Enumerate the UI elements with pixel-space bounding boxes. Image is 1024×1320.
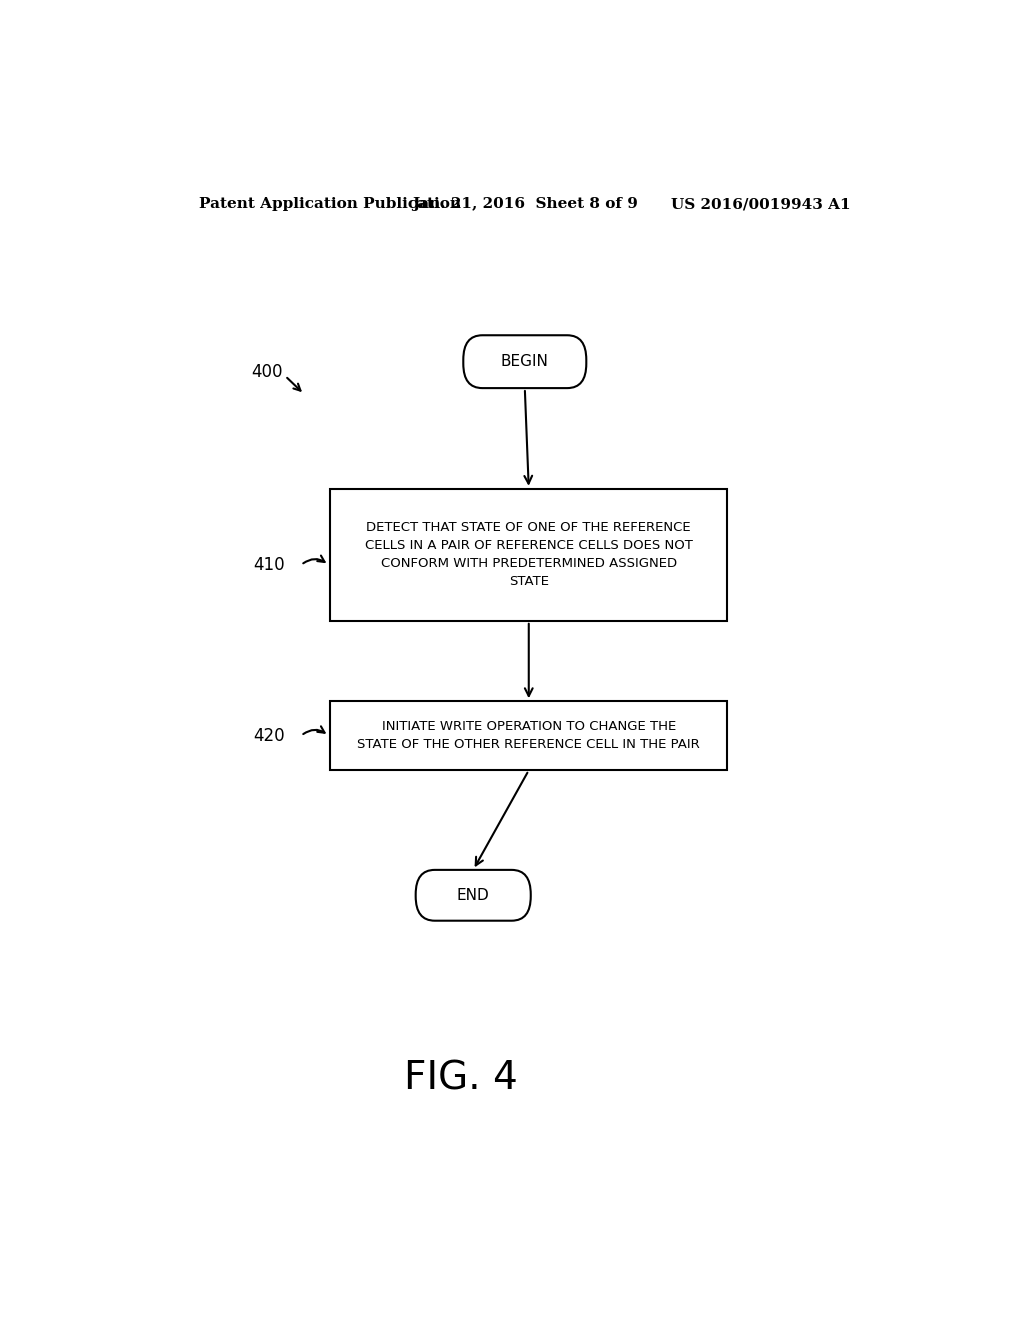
Text: END: END	[457, 888, 489, 903]
Text: FIG. 4: FIG. 4	[404, 1059, 518, 1097]
Text: BEGIN: BEGIN	[501, 354, 549, 370]
Text: 420: 420	[254, 727, 285, 744]
Text: 400: 400	[251, 363, 283, 381]
Text: Jan. 21, 2016  Sheet 8 of 9: Jan. 21, 2016 Sheet 8 of 9	[412, 197, 638, 211]
Text: INITIATE WRITE OPERATION TO CHANGE THE
STATE OF THE OTHER REFERENCE CELL IN THE : INITIATE WRITE OPERATION TO CHANGE THE S…	[357, 721, 700, 751]
Bar	[331, 488, 727, 620]
Text: Patent Application Publication: Patent Application Publication	[200, 197, 462, 211]
Bar	[331, 701, 727, 771]
Text: DETECT THAT STATE OF ONE OF THE REFERENCE
CELLS IN A PAIR OF REFERENCE CELLS DOE: DETECT THAT STATE OF ONE OF THE REFERENC…	[365, 521, 692, 589]
FancyBboxPatch shape	[416, 870, 530, 921]
FancyBboxPatch shape	[463, 335, 587, 388]
Text: 410: 410	[254, 556, 285, 574]
Text: US 2016/0019943 A1: US 2016/0019943 A1	[671, 197, 850, 211]
